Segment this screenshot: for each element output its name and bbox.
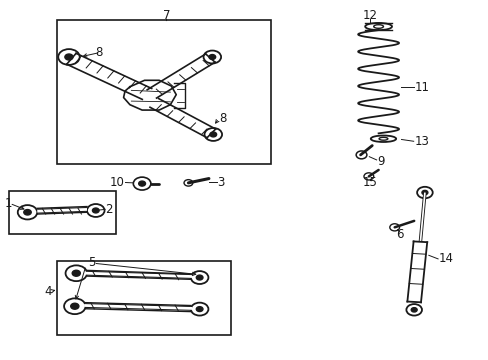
Circle shape bbox=[421, 190, 427, 195]
Text: 13: 13 bbox=[413, 135, 428, 148]
Text: 3: 3 bbox=[217, 176, 224, 189]
Bar bbox=[57, 21, 271, 164]
Circle shape bbox=[196, 307, 203, 311]
Circle shape bbox=[92, 208, 99, 213]
Text: 7: 7 bbox=[163, 9, 170, 22]
Circle shape bbox=[208, 55, 215, 59]
Circle shape bbox=[410, 308, 416, 312]
Text: 15: 15 bbox=[362, 176, 377, 189]
Text: 5: 5 bbox=[88, 256, 96, 269]
Text: 12: 12 bbox=[362, 9, 377, 22]
Text: 1: 1 bbox=[4, 197, 12, 210]
Circle shape bbox=[209, 132, 216, 137]
Bar bbox=[9, 192, 116, 234]
Circle shape bbox=[65, 54, 73, 60]
Circle shape bbox=[71, 303, 79, 309]
Text: 8: 8 bbox=[96, 46, 103, 59]
Circle shape bbox=[72, 270, 80, 276]
Text: 6: 6 bbox=[395, 228, 403, 241]
Bar bbox=[57, 261, 231, 335]
Text: 9: 9 bbox=[376, 155, 384, 168]
Text: 14: 14 bbox=[438, 252, 453, 265]
Text: 8: 8 bbox=[219, 112, 226, 125]
Circle shape bbox=[24, 210, 31, 215]
Text: 10: 10 bbox=[110, 176, 125, 189]
Circle shape bbox=[196, 275, 203, 280]
Text: 2: 2 bbox=[105, 203, 113, 216]
Text: 11: 11 bbox=[413, 81, 428, 94]
Circle shape bbox=[139, 181, 145, 186]
Text: 4: 4 bbox=[44, 285, 52, 298]
